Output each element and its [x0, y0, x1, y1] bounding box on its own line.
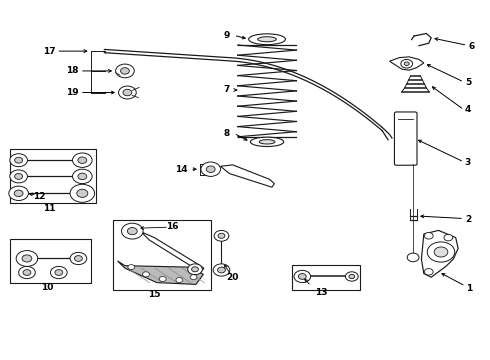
Circle shape: [206, 166, 215, 172]
Circle shape: [190, 275, 197, 280]
Text: 8: 8: [223, 129, 229, 138]
Text: 18: 18: [66, 66, 79, 76]
Polygon shape: [220, 165, 274, 187]
Circle shape: [15, 157, 23, 163]
Circle shape: [407, 253, 419, 262]
Circle shape: [213, 264, 230, 276]
Text: 14: 14: [175, 165, 188, 174]
Circle shape: [15, 174, 23, 179]
Circle shape: [121, 68, 129, 74]
Bar: [292, 265, 360, 290]
Circle shape: [298, 274, 306, 279]
Ellipse shape: [258, 37, 276, 42]
Circle shape: [294, 270, 311, 283]
Circle shape: [127, 228, 137, 235]
Circle shape: [176, 278, 183, 283]
Text: 1: 1: [466, 284, 472, 293]
Bar: [113, 220, 211, 290]
Circle shape: [143, 272, 149, 277]
Ellipse shape: [250, 137, 284, 147]
Circle shape: [14, 190, 23, 197]
Text: 2: 2: [465, 215, 471, 224]
Circle shape: [345, 272, 358, 281]
Circle shape: [404, 62, 409, 66]
Circle shape: [188, 264, 202, 275]
Bar: [10, 149, 96, 203]
Circle shape: [73, 169, 92, 184]
Text: 11: 11: [43, 204, 55, 213]
Polygon shape: [421, 230, 458, 277]
Ellipse shape: [249, 34, 285, 45]
Circle shape: [23, 270, 31, 275]
Text: 4: 4: [465, 105, 471, 114]
Circle shape: [16, 251, 38, 266]
Circle shape: [55, 270, 63, 275]
Text: 16: 16: [166, 222, 179, 231]
Circle shape: [50, 266, 67, 279]
Text: 6: 6: [468, 41, 474, 50]
Circle shape: [70, 252, 87, 265]
Text: 12: 12: [33, 192, 46, 201]
Circle shape: [159, 276, 166, 282]
Circle shape: [116, 64, 134, 78]
Circle shape: [9, 186, 28, 201]
Polygon shape: [390, 57, 424, 70]
Text: 7: 7: [223, 85, 230, 94]
Text: 13: 13: [315, 288, 327, 297]
Text: 17: 17: [43, 46, 55, 55]
Circle shape: [401, 59, 413, 68]
Circle shape: [123, 89, 132, 96]
Circle shape: [128, 265, 135, 270]
Circle shape: [349, 274, 355, 279]
Circle shape: [73, 153, 92, 167]
Circle shape: [78, 173, 87, 180]
Text: 19: 19: [66, 88, 79, 97]
Circle shape: [218, 233, 225, 238]
Polygon shape: [141, 232, 204, 272]
Circle shape: [77, 189, 88, 197]
Ellipse shape: [259, 140, 275, 144]
FancyBboxPatch shape: [394, 112, 417, 165]
Circle shape: [218, 267, 225, 273]
Circle shape: [424, 233, 433, 239]
Text: 3: 3: [465, 158, 471, 167]
Circle shape: [214, 230, 229, 241]
Circle shape: [70, 184, 95, 202]
Text: 20: 20: [226, 274, 239, 282]
Circle shape: [119, 86, 136, 99]
Circle shape: [434, 247, 448, 257]
Text: 5: 5: [465, 78, 471, 87]
Circle shape: [22, 255, 32, 262]
Circle shape: [10, 154, 27, 167]
Circle shape: [19, 266, 35, 279]
Text: 15: 15: [148, 289, 161, 299]
Circle shape: [424, 269, 433, 275]
Circle shape: [201, 162, 220, 176]
Circle shape: [192, 267, 198, 272]
Circle shape: [122, 223, 143, 239]
Circle shape: [10, 170, 27, 183]
Circle shape: [444, 234, 453, 241]
Bar: [10, 239, 91, 283]
Polygon shape: [118, 261, 203, 284]
Circle shape: [427, 242, 455, 262]
Circle shape: [78, 157, 87, 163]
Circle shape: [74, 256, 82, 261]
Text: 9: 9: [223, 31, 230, 40]
Text: 10: 10: [41, 283, 54, 292]
